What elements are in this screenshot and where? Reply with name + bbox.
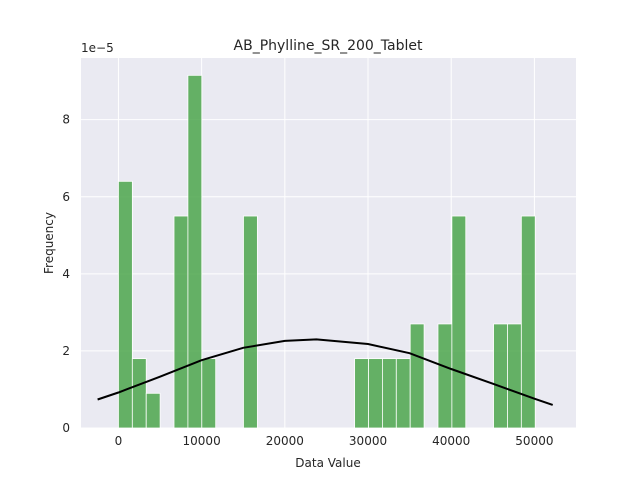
histogram-bar: [173, 215, 189, 429]
histogram-bar: [409, 323, 425, 429]
histogram-bar: [507, 323, 522, 429]
x-tick-label: 10000: [183, 434, 221, 448]
x-tick-label: 30000: [349, 434, 387, 448]
x-axis-label: Data Value: [295, 456, 360, 470]
density-curve: [97, 338, 554, 406]
y-tick-label: 6: [62, 190, 70, 204]
y-tick-label: 2: [62, 344, 70, 358]
histogram-bar: [520, 215, 536, 429]
histogram-bar: [493, 323, 508, 429]
x-tick-label: 40000: [432, 434, 470, 448]
histogram-bars: [118, 74, 536, 429]
x-tick-label: 0: [115, 434, 123, 448]
y-offset-label: 1e−5: [81, 41, 114, 55]
chart-title: AB_Phylline_SR_200_Tablet: [234, 38, 423, 54]
histogram-bar: [368, 358, 383, 429]
histogram-bar: [437, 323, 453, 429]
histogram-bar: [243, 215, 258, 429]
y-tick-label: 4: [62, 267, 70, 281]
normal-curve-line: [97, 338, 554, 406]
x-tick-label: 50000: [515, 434, 553, 448]
y-axis-ticks: 0 2 4 6 8: [62, 113, 70, 435]
x-axis-ticks: 0 10000 20000 30000 40000 50000: [115, 434, 554, 448]
x-tick-label: 20000: [266, 434, 304, 448]
histogram-bar: [354, 358, 369, 429]
y-axis-label: Frequency: [42, 212, 56, 274]
y-tick-label: 8: [62, 113, 70, 127]
histogram-bar: [145, 392, 161, 429]
histogram-bar: [201, 358, 217, 429]
histogram-bar: [118, 180, 133, 429]
histogram-bar: [395, 358, 411, 429]
histogram-bar: [382, 358, 397, 429]
histogram-bar: [131, 358, 147, 429]
histogram-bar: [451, 215, 467, 429]
histogram-bar: [187, 74, 203, 429]
y-tick-label: 0: [62, 421, 70, 435]
